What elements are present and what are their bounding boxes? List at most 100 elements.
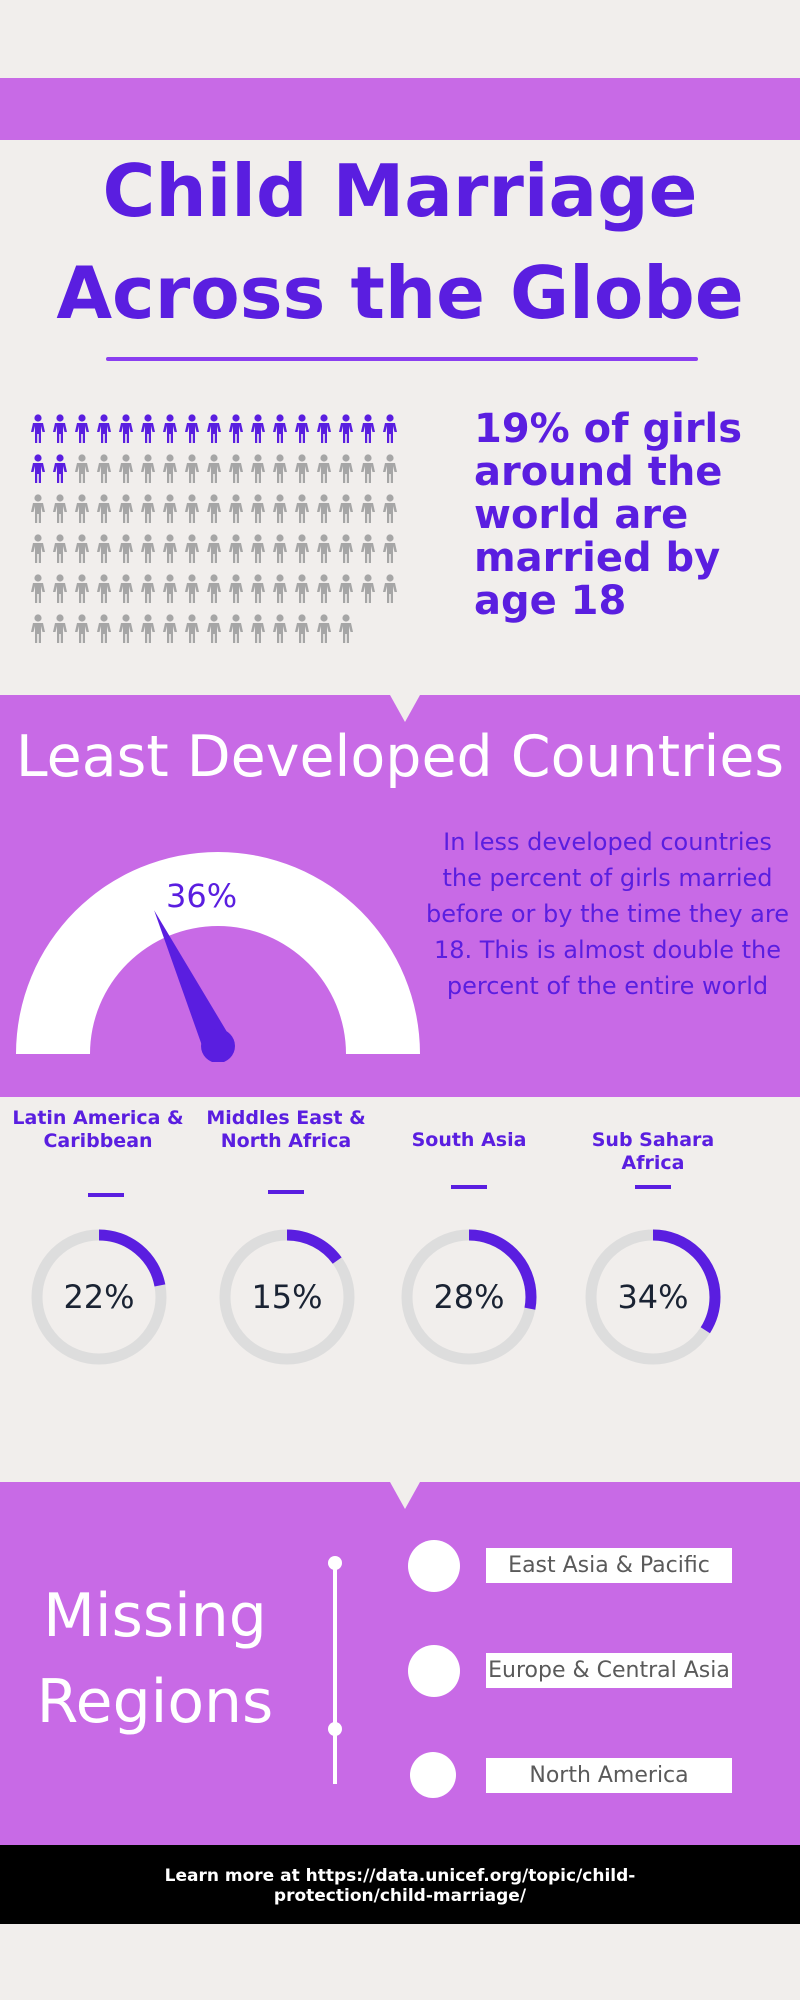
person-icon [270, 494, 290, 524]
person-icon [138, 414, 158, 444]
person-icon [248, 574, 268, 604]
donut-chart [31, 1229, 167, 1365]
person-icon [116, 534, 136, 564]
person-icon [116, 414, 136, 444]
person-icon [226, 454, 246, 484]
people-pictogram [28, 414, 408, 654]
person-icon [380, 534, 400, 564]
region-circle-marker [410, 1752, 456, 1798]
person-icon [270, 414, 290, 444]
person-icon [138, 614, 158, 644]
person-icon [94, 574, 114, 604]
person-icon [226, 614, 246, 644]
person-icon [336, 614, 356, 644]
person-icon [336, 534, 356, 564]
region-dash [451, 1185, 487, 1189]
person-icon [270, 614, 290, 644]
person-icon [270, 534, 290, 564]
timeline-line [333, 1562, 337, 1784]
person-icon [248, 494, 268, 524]
person-icon [72, 494, 92, 524]
person-icon [226, 494, 246, 524]
person-icon [314, 454, 334, 484]
person-icon [138, 534, 158, 564]
person-icon [204, 614, 224, 644]
person-icon [248, 614, 268, 644]
person-icon [314, 414, 334, 444]
footer-bar [0, 1845, 800, 1924]
person-icon [182, 614, 202, 644]
person-icon [314, 534, 334, 564]
person-icon [160, 614, 180, 644]
timeline-dot [328, 1722, 342, 1736]
person-icon [292, 614, 312, 644]
person-icon [94, 414, 114, 444]
person-icon [248, 414, 268, 444]
person-icon [204, 414, 224, 444]
person-icon [94, 454, 114, 484]
person-icon [204, 574, 224, 604]
person-icon [50, 414, 70, 444]
donut-value: 34% [617, 1278, 689, 1316]
region-dash [635, 1185, 671, 1189]
person-icon [50, 494, 70, 524]
region-circle-marker [408, 1540, 460, 1592]
person-icon [248, 534, 268, 564]
missing-regions-title: Missing Regions [36, 1581, 274, 1737]
person-icon [50, 614, 70, 644]
donut-value: 28% [433, 1278, 505, 1316]
person-icon [182, 414, 202, 444]
gauge-arc [16, 852, 420, 1054]
person-icon [28, 494, 48, 524]
person-icon [358, 454, 378, 484]
region-label: South Asia [411, 1129, 527, 1151]
person-icon [270, 574, 290, 604]
gauge-chart [16, 852, 420, 1062]
person-icon [72, 534, 92, 564]
person-icon [336, 454, 356, 484]
person-icon [94, 534, 114, 564]
donut-chart [219, 1229, 355, 1365]
title-line-2: Across the Globe [56, 251, 744, 335]
gauge-hub [201, 1029, 235, 1062]
person-icon [292, 454, 312, 484]
person-icon [358, 534, 378, 564]
person-icon [314, 494, 334, 524]
donut-arc [585, 1229, 721, 1365]
person-icon [72, 574, 92, 604]
person-icon [72, 414, 92, 444]
donut-chart [585, 1229, 721, 1365]
ldc-description: In less developed countries the percent … [425, 828, 789, 1000]
donut-arc [401, 1229, 537, 1365]
person-icon [28, 454, 48, 484]
donut-arc [219, 1229, 355, 1365]
person-icon [358, 574, 378, 604]
top-banner [0, 78, 800, 140]
person-icon [28, 574, 48, 604]
person-icon [204, 534, 224, 564]
gauge-needle [154, 910, 232, 1053]
region-label: Latin America & Caribbean [12, 1107, 184, 1152]
person-icon [292, 574, 312, 604]
person-icon [292, 494, 312, 524]
person-icon [28, 614, 48, 644]
person-icon [182, 494, 202, 524]
person-icon [314, 574, 334, 604]
person-icon [380, 454, 400, 484]
person-icon [226, 534, 246, 564]
person-icon [226, 414, 246, 444]
person-icon [270, 454, 290, 484]
donut-value: 22% [63, 1278, 135, 1316]
person-icon [160, 414, 180, 444]
person-icon [116, 494, 136, 524]
title-line-1: Child Marriage [102, 149, 698, 233]
person-icon [50, 454, 70, 484]
person-icon [94, 614, 114, 644]
footer-link-text[interactable]: Learn more at https://data.unicef.org/to… [164, 1866, 636, 1906]
person-icon [248, 454, 268, 484]
person-icon [50, 534, 70, 564]
person-icon [160, 534, 180, 564]
person-icon [50, 574, 70, 604]
person-icon [336, 494, 356, 524]
person-icon [72, 454, 92, 484]
